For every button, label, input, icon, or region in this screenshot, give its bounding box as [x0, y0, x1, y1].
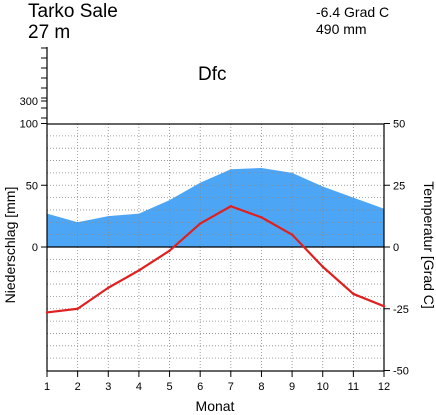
left-tick-label: 100	[20, 119, 38, 131]
annual-precipitation: 490 mm	[316, 21, 367, 37]
x-tick-label: 10	[317, 381, 329, 393]
temperature-point	[107, 286, 110, 289]
x-tick-label: 3	[105, 381, 111, 393]
right-tick-label: -50	[393, 366, 409, 378]
right-tick-label: 25	[393, 180, 405, 192]
temperature-point	[260, 216, 263, 219]
mean-temperature: -6.4 Grad C	[316, 4, 389, 20]
temperature-point	[352, 292, 355, 296]
right-tick-label: 0	[393, 242, 399, 254]
station-elevation: 27 m	[28, 22, 70, 43]
x-tick-label: 12	[378, 381, 390, 393]
x-tick-label: 7	[228, 381, 234, 393]
temperature-point	[321, 265, 324, 268]
x-tick-label: 9	[289, 381, 295, 393]
x-tick-label: 4	[136, 381, 142, 393]
right-axis-label: Temperatur [Grad C]	[421, 181, 436, 309]
x-tick-label: 5	[166, 381, 172, 393]
x-tick-label: 1	[44, 381, 50, 393]
climate-class: Dfc	[198, 64, 227, 85]
temperature-point	[76, 307, 79, 310]
x-axis-label: Monat	[196, 398, 235, 414]
right-tick-label: 50	[393, 119, 405, 131]
left-axis-label: Niederschlag [mm]	[2, 187, 18, 304]
temperature-point	[382, 305, 386, 308]
right-tick-label: -25	[393, 304, 409, 316]
left-tick-label: 300	[20, 96, 38, 108]
x-tick-label: 6	[197, 381, 203, 393]
temperature-point	[45, 311, 49, 314]
left-tick-label: 0	[32, 242, 38, 254]
x-tick-label: 11	[348, 381, 359, 393]
temperature-point	[137, 269, 141, 272]
temperature-point	[290, 233, 294, 236]
x-tick-label: 8	[258, 381, 264, 393]
station-name: Tarko Sale	[28, 1, 118, 22]
x-tick-label: 2	[75, 381, 81, 393]
left-tick-label: 50	[26, 180, 38, 192]
precipitation-area	[47, 167, 384, 247]
temperature-point	[198, 222, 202, 225]
temperature-point	[229, 205, 233, 208]
horizontal-grid	[47, 135, 384, 359]
temperature-point	[168, 249, 171, 252]
temperature-line	[46, 205, 385, 314]
